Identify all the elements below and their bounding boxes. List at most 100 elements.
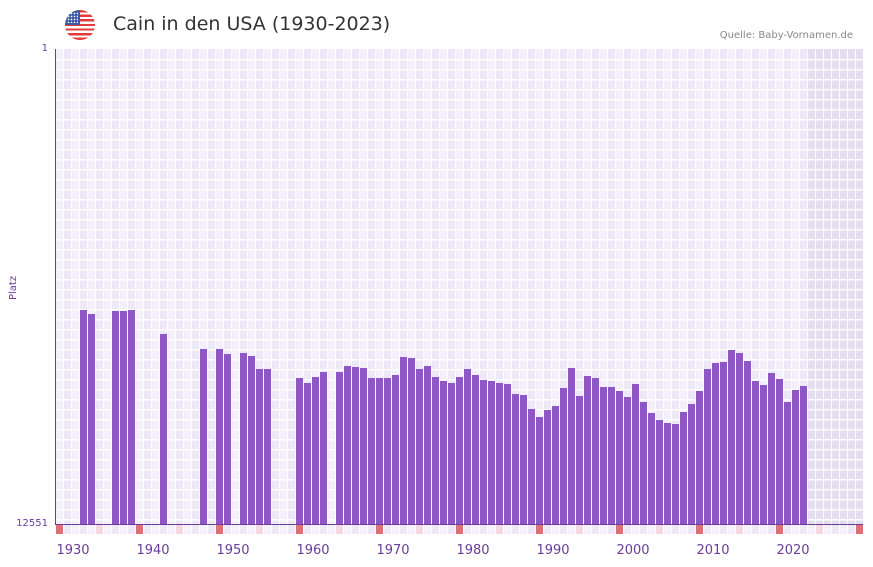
bar-1968[interactable] <box>376 378 383 524</box>
bar-1979[interactable] <box>464 369 471 524</box>
bar-1958[interactable] <box>296 378 303 524</box>
bar-1964[interactable] <box>344 366 351 524</box>
year-marker <box>544 525 551 534</box>
bar-1965[interactable] <box>352 367 359 524</box>
bar-2003[interactable] <box>656 420 663 524</box>
bar-2004[interactable] <box>664 423 671 524</box>
bar-2006[interactable] <box>680 412 687 524</box>
bar-1970[interactable] <box>392 375 399 524</box>
x-tick-1950: 1950 <box>216 543 250 558</box>
bar-2017[interactable] <box>768 373 775 524</box>
bar-1981[interactable] <box>480 380 487 524</box>
bar-1973[interactable] <box>416 369 423 524</box>
bar-1959[interactable] <box>304 383 311 524</box>
bar-1954[interactable] <box>264 369 271 524</box>
bar-2007[interactable] <box>688 404 695 524</box>
bar-1932[interactable] <box>88 314 95 524</box>
x-tick-2000: 2000 <box>616 543 650 558</box>
year-marker <box>96 525 103 534</box>
bar-1948[interactable] <box>216 349 223 524</box>
bar-2019[interactable] <box>784 402 791 524</box>
bar-1966[interactable] <box>360 368 367 524</box>
bar-2010[interactable] <box>712 363 719 524</box>
bar-1961[interactable] <box>320 372 327 524</box>
year-marker <box>352 525 359 534</box>
year-marker <box>624 525 631 534</box>
year-marker <box>272 525 279 534</box>
year-marker <box>80 525 87 534</box>
bar-1984[interactable] <box>504 384 511 524</box>
bar-2014[interactable] <box>744 361 751 524</box>
bar-2002[interactable] <box>648 413 655 524</box>
bar-1995[interactable] <box>592 378 599 524</box>
year-marker <box>424 525 431 534</box>
bar-1986[interactable] <box>520 395 527 524</box>
bar-1997[interactable] <box>608 387 615 524</box>
x-tick-1990: 1990 <box>536 543 570 558</box>
bar-1999[interactable] <box>624 397 631 524</box>
bar-1936[interactable] <box>120 311 127 524</box>
bar-2020[interactable] <box>792 390 799 524</box>
bar-1988[interactable] <box>536 417 543 524</box>
bar-1974[interactable] <box>424 366 431 524</box>
bar-1935[interactable] <box>112 311 119 524</box>
bar-1991[interactable] <box>560 388 567 524</box>
bar-1993[interactable] <box>576 396 583 524</box>
bar-2012[interactable] <box>728 350 735 524</box>
bar-1978[interactable] <box>456 377 463 524</box>
year-marker <box>336 525 343 534</box>
bar-1990[interactable] <box>552 406 559 524</box>
bar-1992[interactable] <box>568 368 575 524</box>
bar-2013[interactable] <box>736 353 743 524</box>
bar-1985[interactable] <box>512 394 519 524</box>
year-marker <box>560 525 567 534</box>
bar-2001[interactable] <box>640 402 647 524</box>
bar-2018[interactable] <box>776 379 783 524</box>
bar-2011[interactable] <box>720 362 727 524</box>
bar-1977[interactable] <box>448 383 455 524</box>
bar-1975[interactable] <box>432 377 439 524</box>
bar-1982[interactable] <box>488 381 495 524</box>
year-marker <box>216 525 223 534</box>
bar-2000[interactable] <box>632 384 639 524</box>
bar-1960[interactable] <box>312 377 319 524</box>
year-marker <box>408 525 415 534</box>
year-marker <box>88 525 95 534</box>
bar-1953[interactable] <box>256 369 263 524</box>
bar-1976[interactable] <box>440 381 447 524</box>
bar-1987[interactable] <box>528 409 535 524</box>
bar-1969[interactable] <box>384 378 391 524</box>
year-marker <box>176 525 183 534</box>
bar-2009[interactable] <box>704 369 711 524</box>
bar-1946[interactable] <box>200 349 207 524</box>
source-link[interactable]: Quelle: Baby-Vornamen.de <box>719 30 853 41</box>
bar-1996[interactable] <box>600 387 607 524</box>
bar-1994[interactable] <box>584 376 591 524</box>
bar-1931[interactable] <box>80 310 87 524</box>
bar-1963[interactable] <box>336 372 343 524</box>
bar-1971[interactable] <box>400 357 407 524</box>
bar-1998[interactable] <box>616 391 623 524</box>
bar-1951[interactable] <box>240 353 247 524</box>
bar-1980[interactable] <box>472 375 479 524</box>
bar-2015[interactable] <box>752 381 759 524</box>
bar-2005[interactable] <box>672 424 679 524</box>
bar-1941[interactable] <box>160 334 167 524</box>
bar-2021[interactable] <box>800 386 807 524</box>
bar-2016[interactable] <box>760 385 767 524</box>
year-marker <box>104 525 111 534</box>
bar-1967[interactable] <box>368 378 375 524</box>
bar-1949[interactable] <box>224 354 231 524</box>
x-axis-line <box>55 524 863 525</box>
bar-1937[interactable] <box>128 310 135 524</box>
bar-1972[interactable] <box>408 358 415 524</box>
x-tick-1980: 1980 <box>456 543 490 558</box>
bar-1952[interactable] <box>248 356 255 524</box>
year-marker <box>56 525 63 534</box>
year-marker <box>752 525 759 534</box>
bar-2008[interactable] <box>696 391 703 524</box>
bar-1983[interactable] <box>496 383 503 524</box>
year-marker <box>792 525 799 534</box>
x-tick-1960: 1960 <box>296 543 330 558</box>
bar-1989[interactable] <box>544 410 551 524</box>
